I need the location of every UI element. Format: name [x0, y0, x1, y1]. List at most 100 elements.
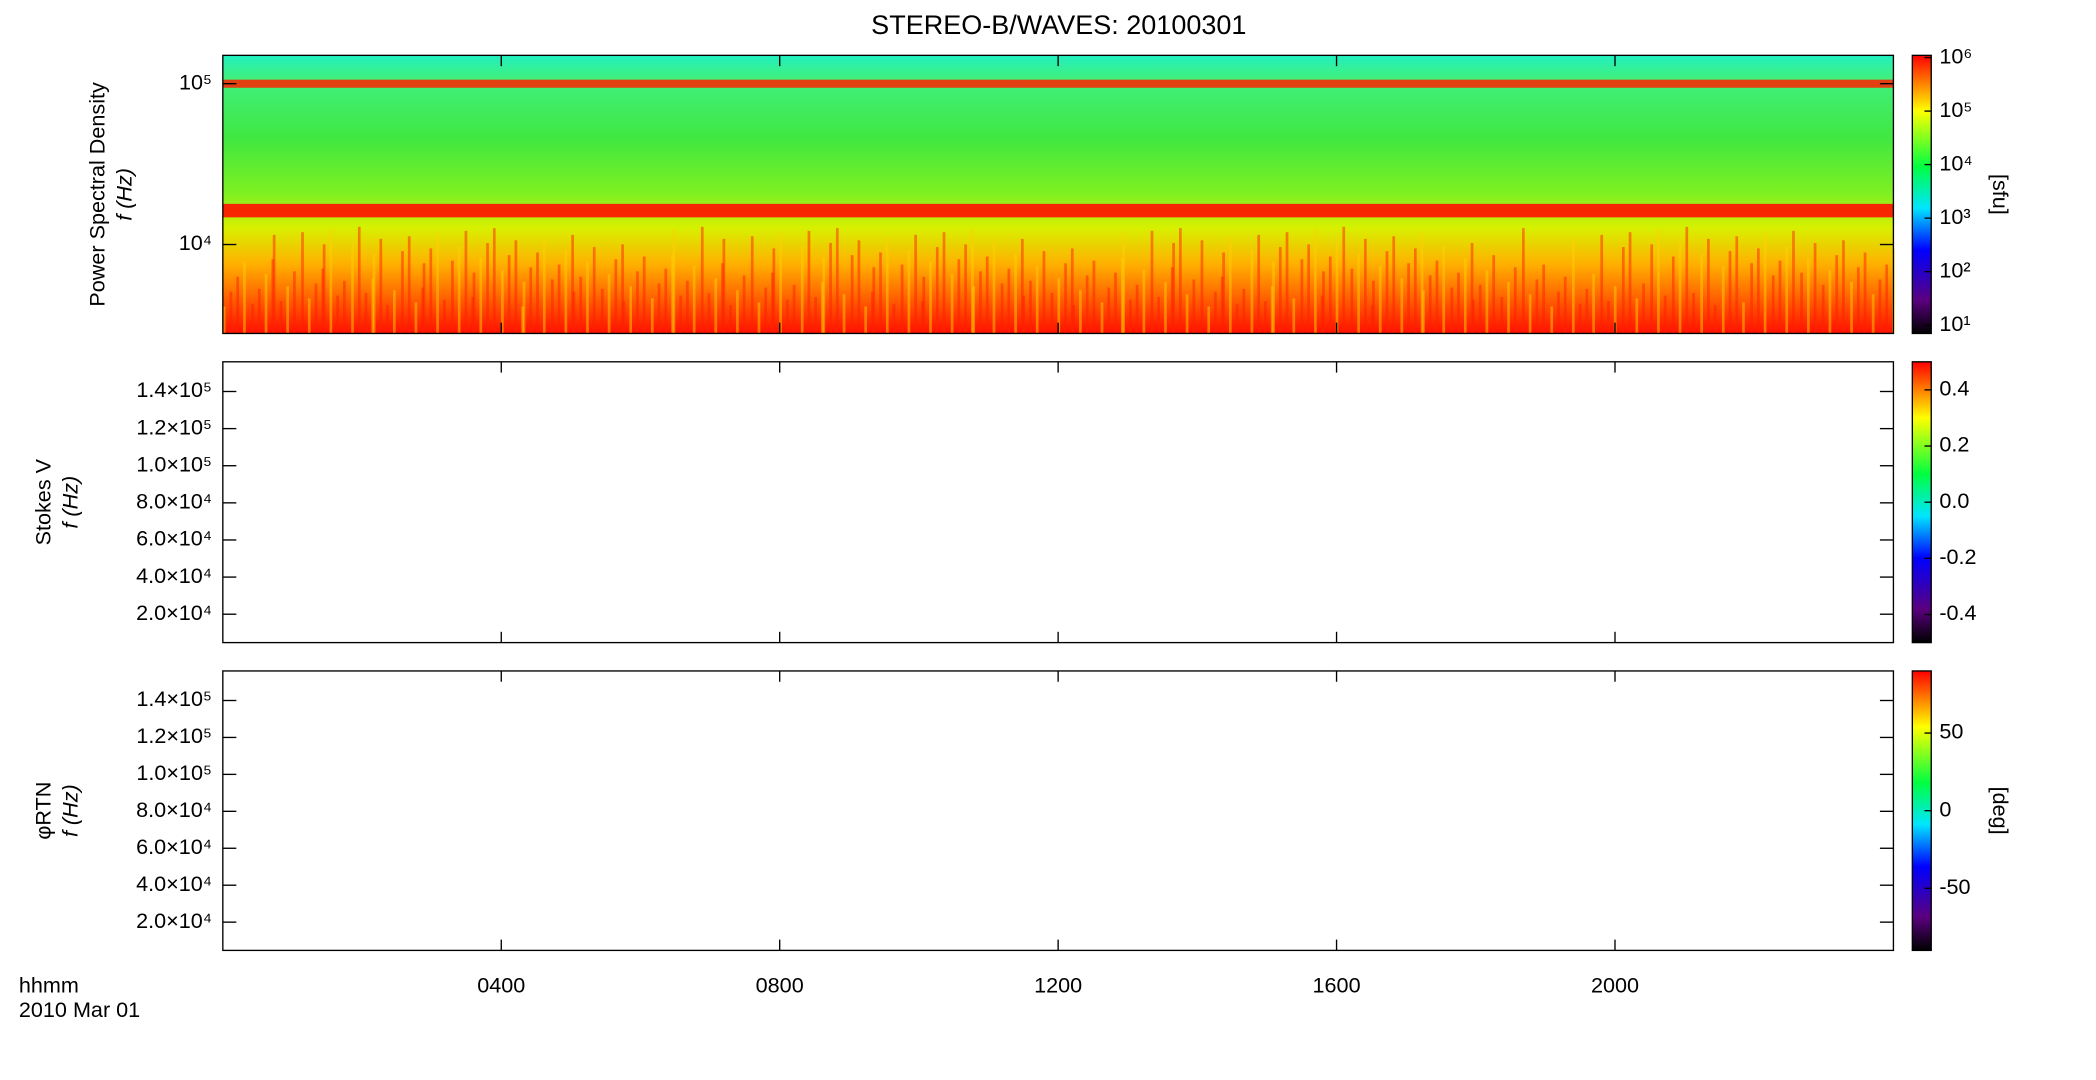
spectrogram-streak [964, 244, 967, 334]
spectrogram-streak [1692, 292, 1695, 334]
spectrogram-streak [650, 298, 654, 334]
spectrogram-streak [407, 236, 411, 334]
spectrogram-streak [935, 247, 939, 334]
spectrogram-streak [1792, 230, 1795, 334]
colorbar-tick-label: 0.0 [1939, 488, 1969, 513]
spectrogram-streak [1385, 251, 1389, 334]
spectrogram-streak [1192, 279, 1196, 334]
spectrogram-streak [821, 282, 824, 334]
spectrogram-streak [436, 233, 439, 334]
colorbar-tick-label: 10³ [1939, 204, 1970, 229]
spectrogram-streak [892, 303, 896, 334]
spectrogram-streak [1700, 253, 1703, 334]
spectrogram-streak [1220, 276, 1224, 334]
spectrogram-streak [1257, 234, 1261, 334]
spectrogram-streak [957, 259, 961, 334]
spectrogram-streak [1064, 263, 1067, 334]
spectrogram-streak [1535, 279, 1539, 334]
spectrogram-streak [1863, 252, 1867, 334]
spectrogram-streak [1478, 284, 1482, 334]
spectrogram-streak [850, 255, 854, 334]
spectrogram-streak [792, 284, 796, 334]
spectrogram-streak [707, 292, 711, 334]
colorbar-tick-label: 10² [1939, 257, 1970, 282]
colorbar-tick-label: 0.2 [1939, 432, 1969, 457]
y-tick-label: 8.0×10⁴ [136, 797, 212, 822]
spectrogram-streak [571, 234, 574, 334]
spectrogram-streak [700, 226, 704, 334]
spectrogram-streak [1300, 259, 1304, 334]
spectrogram-streak [351, 241, 354, 334]
spectrogram-streak [343, 280, 346, 334]
spectrogram-streak [1114, 272, 1117, 334]
y-tick-label: 1.4×10⁵ [136, 686, 212, 711]
spectrogram-streak [557, 264, 561, 334]
colorbar-tick-label: 0.4 [1939, 376, 1969, 401]
spectrogram-streak [236, 276, 240, 334]
spectrogram-streak [921, 301, 924, 334]
spectrogram-streak [1828, 270, 1832, 334]
colorbar-label: [sfu] [1988, 174, 2013, 215]
spectrogram-streak [1400, 278, 1404, 334]
spectrogram-streak [536, 252, 539, 334]
spectrogram-streak [286, 286, 290, 334]
spectrogram-streak [272, 234, 276, 334]
spectrogram-streak [1307, 244, 1310, 334]
spectrogram-streak [1507, 282, 1510, 334]
spectrogram-streak [1150, 230, 1154, 334]
spectrogram-streak [1585, 288, 1589, 334]
spectrogram-streak [607, 274, 611, 334]
spectrogram-streak [657, 283, 661, 334]
x-axis-label: hhmm [19, 973, 79, 998]
y-axis-label: f (Hz) [111, 168, 136, 221]
spectrogram-streak [1450, 287, 1454, 334]
spectrogram-streak [1628, 232, 1632, 334]
spectrogram-streak [401, 251, 404, 334]
spectrogram-streak [1420, 233, 1424, 334]
spectrogram-streak [479, 257, 483, 334]
spectrogram-streak [1778, 260, 1782, 334]
spectrogram-streak [1613, 286, 1617, 334]
spectrogram-streak [885, 237, 889, 334]
spectrogram-streak [1771, 275, 1775, 334]
y-tick-label: 10⁴ [179, 230, 212, 255]
spectrogram-streak [1442, 245, 1446, 334]
y-tick-label: 6.0×10⁴ [136, 834, 212, 859]
spectrogram-streak [914, 234, 917, 334]
spectrogram-streak [1842, 240, 1845, 334]
spectrogram-streak [1435, 260, 1439, 334]
spectrogram-streak [371, 278, 375, 334]
spectrogram-streak [429, 248, 433, 334]
spectrogram-streak [1328, 256, 1332, 334]
spectrogram-streak [1392, 236, 1396, 334]
spectrogram-streak [1513, 267, 1517, 334]
spectrogram-streak [971, 229, 974, 334]
spectrogram-streak [1642, 283, 1645, 334]
y-axis-label: Stokes V [30, 458, 55, 545]
spectrogram-streak [1463, 257, 1467, 334]
spectrogram-streak [1157, 297, 1161, 334]
spectrogram-streak [1357, 253, 1360, 334]
spectrogram-streak [521, 306, 524, 334]
x-tick-label: 1600 [1313, 973, 1361, 998]
spectrogram-streak [307, 298, 311, 334]
spectrogram-streak [1292, 298, 1296, 334]
spectrogram-streak [1370, 305, 1374, 334]
colorbar-tick-label: 50 [1939, 719, 1963, 744]
spectrogram-streak [1550, 306, 1554, 334]
spectrogram-streak [1457, 272, 1460, 334]
spectrogram-streak [492, 228, 496, 334]
spectrogram-streak [1135, 284, 1139, 334]
spectrogram-streak [1314, 229, 1317, 334]
spectrogram-streak [1042, 251, 1046, 334]
spectrogram-streak [1413, 248, 1417, 334]
spectrogram-streak [1663, 295, 1667, 334]
spectrogram-streak [686, 280, 689, 334]
spectrogram-streak [1228, 237, 1232, 334]
spectrogram-streak [1200, 240, 1204, 334]
y-tick-label: 1.2×10⁵ [136, 414, 212, 439]
spectrogram-streak [421, 287, 425, 334]
spectrogram-streak [985, 256, 989, 334]
spectrogram-streak [1207, 306, 1211, 334]
